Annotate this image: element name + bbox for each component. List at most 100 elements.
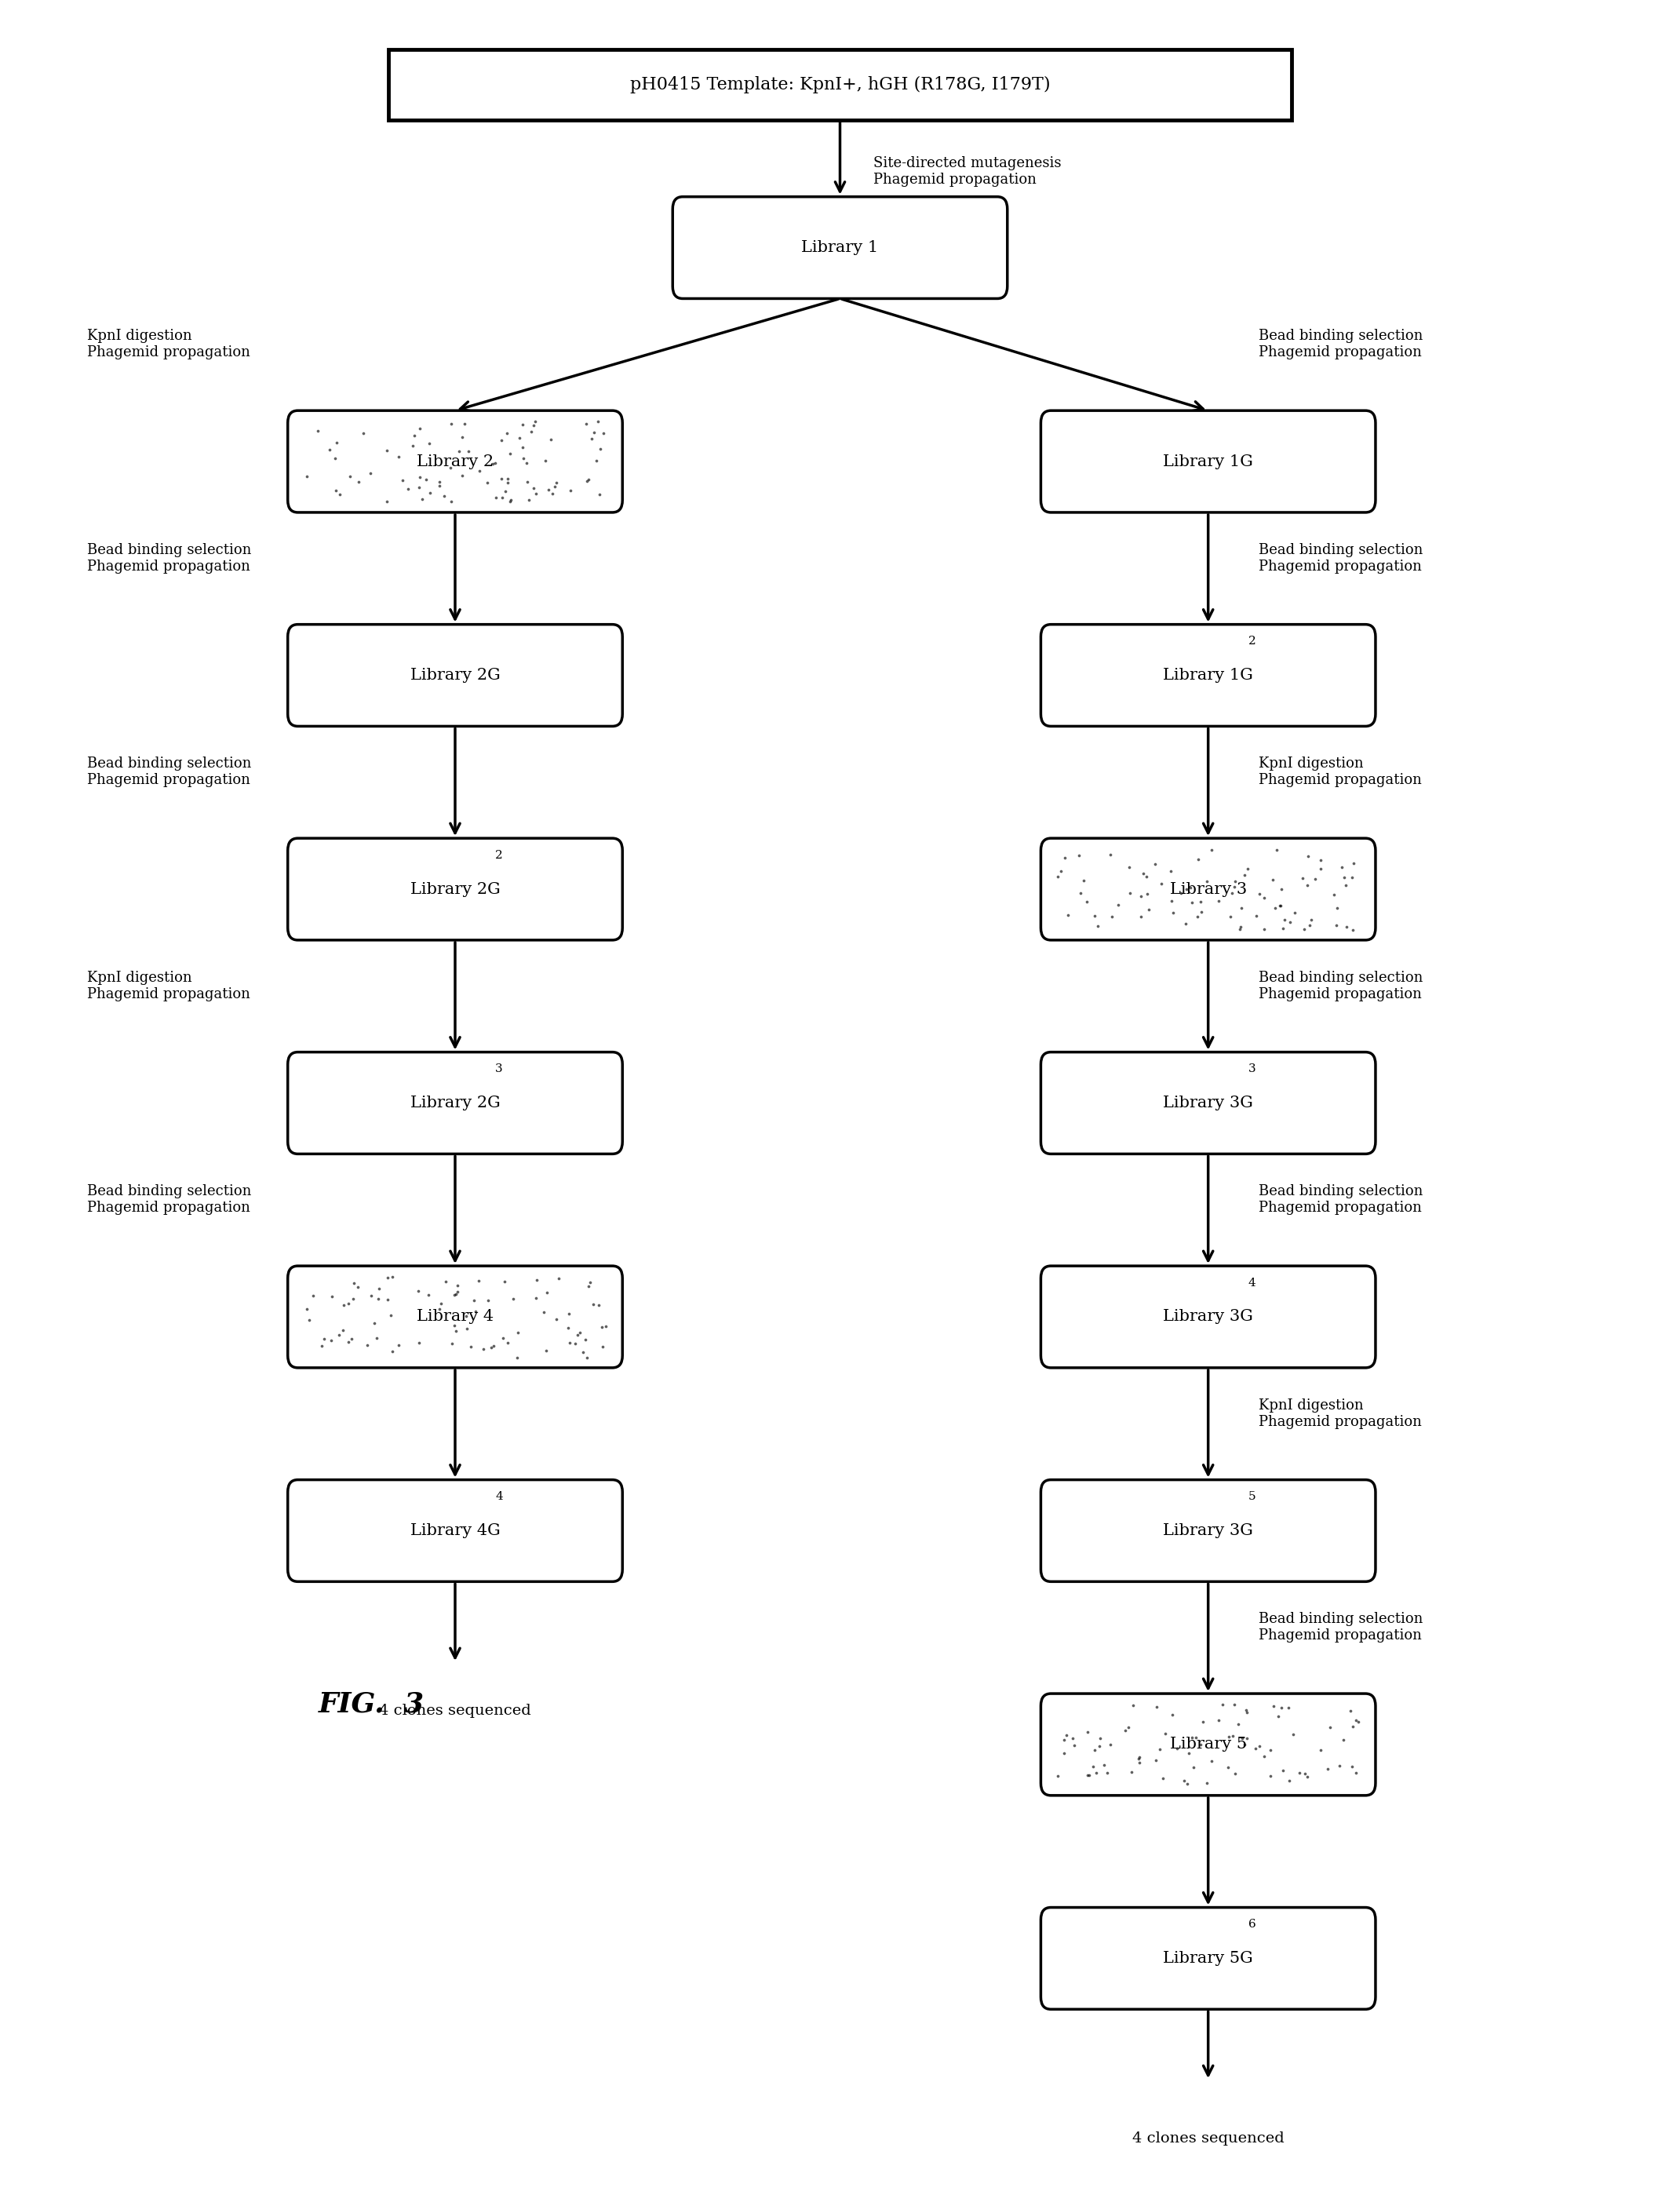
Point	[556, 472, 583, 507]
Point	[578, 421, 605, 457]
Point	[1163, 1730, 1189, 1765]
Point	[534, 1275, 561, 1310]
Text: Bead binding selection
Phagemid propagation: Bead binding selection Phagemid propagat…	[1258, 329, 1423, 360]
Text: KpnI digestion
Phagemid propagation: KpnI digestion Phagemid propagation	[1258, 757, 1421, 788]
Point	[1221, 1688, 1248, 1723]
Point	[571, 1321, 598, 1357]
Text: Library 5G: Library 5G	[1163, 1950, 1253, 1966]
Point	[586, 430, 613, 465]
Point	[1173, 871, 1200, 907]
Point	[1173, 907, 1200, 942]
Point	[1307, 852, 1334, 887]
Point	[407, 470, 433, 505]
Point	[487, 424, 514, 459]
Point	[1174, 1767, 1201, 1802]
Point	[1198, 1743, 1225, 1778]
Point	[1250, 1738, 1277, 1774]
Point	[425, 468, 452, 503]
Point	[1280, 1716, 1307, 1752]
Text: 4 clones sequenced: 4 clones sequenced	[380, 1703, 531, 1718]
FancyBboxPatch shape	[672, 196, 1008, 298]
Point	[292, 1291, 319, 1326]
Point	[1270, 911, 1297, 946]
Point	[590, 1328, 617, 1363]
Point	[1065, 838, 1092, 874]
Point	[470, 1330, 497, 1366]
Point	[1094, 1756, 1121, 1791]
Point	[494, 1326, 521, 1361]
Text: Bead binding selection
Phagemid propagation: Bead binding selection Phagemid propagat…	[87, 1185, 252, 1216]
Point	[588, 1310, 615, 1346]
Point	[1294, 867, 1320, 902]
Point	[452, 1299, 479, 1335]
Point	[365, 1271, 391, 1306]
Point	[575, 463, 601, 499]
Point	[1277, 904, 1304, 940]
Point	[417, 474, 444, 510]
Point	[1262, 889, 1289, 924]
Point	[1228, 1721, 1255, 1756]
Point	[1267, 889, 1294, 924]
Point	[586, 476, 613, 512]
Point	[517, 415, 544, 450]
Point	[1231, 1727, 1258, 1763]
Point	[1290, 860, 1317, 896]
Text: Library 2G: Library 2G	[410, 668, 501, 684]
Point	[1127, 900, 1154, 935]
Point	[1149, 1760, 1176, 1796]
Text: Library 1G: Library 1G	[1163, 668, 1253, 684]
Point	[361, 1306, 388, 1341]
Point	[1337, 1692, 1364, 1727]
Point	[385, 1328, 412, 1363]
Point	[454, 1310, 480, 1346]
Point	[497, 437, 524, 472]
Point	[405, 1326, 432, 1361]
Point	[1220, 1718, 1247, 1754]
Point	[581, 415, 608, 450]
Point	[1221, 1756, 1248, 1791]
Point	[438, 1326, 465, 1361]
Point	[1193, 863, 1220, 898]
Point	[539, 476, 566, 512]
Point	[1060, 1727, 1087, 1763]
Point	[319, 1279, 346, 1315]
Point	[1074, 1714, 1100, 1749]
Point	[376, 1297, 403, 1332]
Point	[415, 426, 442, 461]
Point	[455, 432, 482, 468]
Point	[1097, 1727, 1124, 1763]
Point	[1129, 856, 1156, 891]
Point	[585, 1288, 612, 1324]
Point	[432, 1264, 459, 1299]
Point	[575, 1268, 601, 1304]
Point	[1342, 1703, 1369, 1738]
FancyBboxPatch shape	[1042, 1908, 1376, 2010]
Point	[489, 1321, 516, 1357]
Point	[1198, 832, 1225, 867]
Point	[573, 1339, 600, 1374]
Point	[1231, 856, 1258, 891]
Point	[531, 1295, 558, 1330]
FancyBboxPatch shape	[1042, 838, 1376, 940]
Point	[564, 1317, 591, 1352]
Point	[1297, 909, 1324, 944]
Point	[365, 1282, 391, 1317]
Point	[497, 481, 524, 516]
Point	[497, 483, 524, 518]
Point	[1070, 863, 1097, 898]
Point	[1307, 1732, 1334, 1767]
Point	[1159, 882, 1186, 918]
Point	[449, 457, 475, 492]
Point	[378, 1335, 405, 1370]
Point	[522, 1262, 549, 1297]
Point	[413, 461, 440, 496]
Point	[1053, 1718, 1080, 1754]
Point	[1080, 1732, 1107, 1767]
FancyBboxPatch shape	[1042, 410, 1376, 512]
Point	[1326, 1747, 1352, 1782]
Point	[489, 461, 516, 496]
Point	[1099, 898, 1126, 933]
Point	[570, 1335, 596, 1370]
Point	[336, 1286, 363, 1321]
Point	[1247, 1727, 1273, 1763]
